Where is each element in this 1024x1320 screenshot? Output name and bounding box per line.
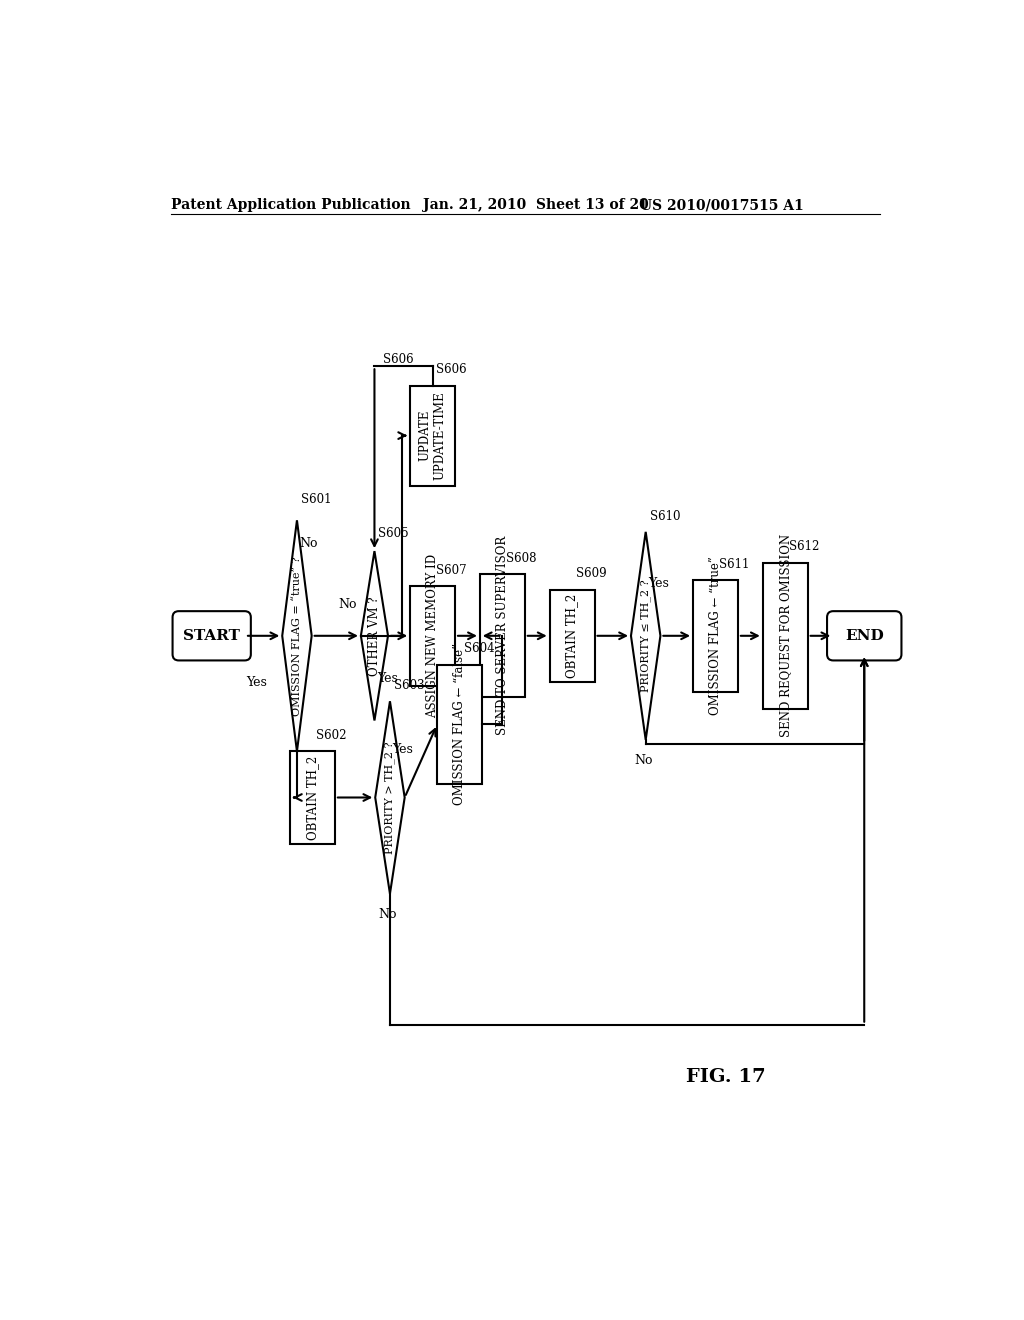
Text: No: No (634, 754, 652, 767)
Text: Yes: Yes (377, 672, 397, 685)
Text: Yes: Yes (246, 676, 266, 689)
Bar (437, 665, 482, 784)
Text: SEND TO SERVER SUPERVISOR: SEND TO SERVER SUPERVISOR (496, 536, 509, 735)
Text: OMISSION FLAG ← “false”: OMISSION FLAG ← “false” (454, 643, 466, 805)
Text: OMISSION FLAG ← “true”: OMISSION FLAG ← “true” (709, 556, 722, 715)
Text: Yes: Yes (392, 743, 413, 756)
Text: START: START (183, 628, 241, 643)
Text: S606: S606 (436, 363, 467, 376)
Bar (550, 590, 595, 682)
Bar (763, 562, 808, 709)
Text: OTHER VM ?: OTHER VM ? (368, 597, 381, 676)
Text: S608: S608 (506, 552, 537, 565)
Polygon shape (631, 532, 660, 739)
Text: US 2010/0017515 A1: US 2010/0017515 A1 (640, 198, 803, 213)
Bar (410, 385, 455, 486)
Polygon shape (360, 552, 388, 721)
Text: S610: S610 (649, 510, 680, 523)
FancyBboxPatch shape (173, 611, 251, 660)
Bar (480, 574, 525, 697)
Text: S607: S607 (436, 564, 467, 577)
Text: S601: S601 (301, 494, 332, 507)
Text: S604: S604 (464, 643, 495, 656)
Bar (290, 751, 335, 843)
Text: ASSIGN NEW MEMORY ID: ASSIGN NEW MEMORY ID (426, 553, 439, 718)
Text: SEND REQUEST FOR OMISSION: SEND REQUEST FOR OMISSION (778, 535, 792, 738)
Bar (410, 586, 455, 686)
Polygon shape (375, 701, 404, 894)
Text: END: END (845, 628, 884, 643)
Text: PRIORITY ≤ TH_2 ?: PRIORITY ≤ TH_2 ? (640, 579, 651, 692)
Text: S612: S612 (790, 540, 819, 553)
Text: Patent Application Publication: Patent Application Publication (171, 198, 411, 213)
Text: FIG. 17: FIG. 17 (686, 1068, 766, 1086)
Text: Yes: Yes (648, 577, 669, 590)
Text: Jan. 21, 2010  Sheet 13 of 20: Jan. 21, 2010 Sheet 13 of 20 (423, 198, 648, 213)
Text: S611: S611 (719, 558, 750, 570)
Text: UPDATE
UPDATE-TIME: UPDATE UPDATE-TIME (419, 391, 446, 480)
Bar (693, 579, 738, 692)
Text: S605: S605 (378, 527, 409, 540)
FancyBboxPatch shape (827, 611, 901, 660)
Text: S602: S602 (316, 729, 347, 742)
Text: S603: S603 (394, 678, 425, 692)
Text: PRIORITY > TH_2 ?: PRIORITY > TH_2 ? (385, 742, 395, 854)
Text: No: No (379, 908, 397, 920)
Text: No: No (299, 537, 317, 550)
Text: S609: S609 (575, 568, 606, 581)
Polygon shape (283, 520, 311, 751)
Text: OMISSION FLAG = “true” ?: OMISSION FLAG = “true” ? (292, 556, 302, 715)
Text: No: No (339, 598, 357, 611)
Text: OBTAIN TH_2: OBTAIN TH_2 (306, 755, 318, 840)
Text: S606: S606 (383, 354, 414, 367)
Text: OBTAIN TH_2: OBTAIN TH_2 (565, 594, 579, 678)
